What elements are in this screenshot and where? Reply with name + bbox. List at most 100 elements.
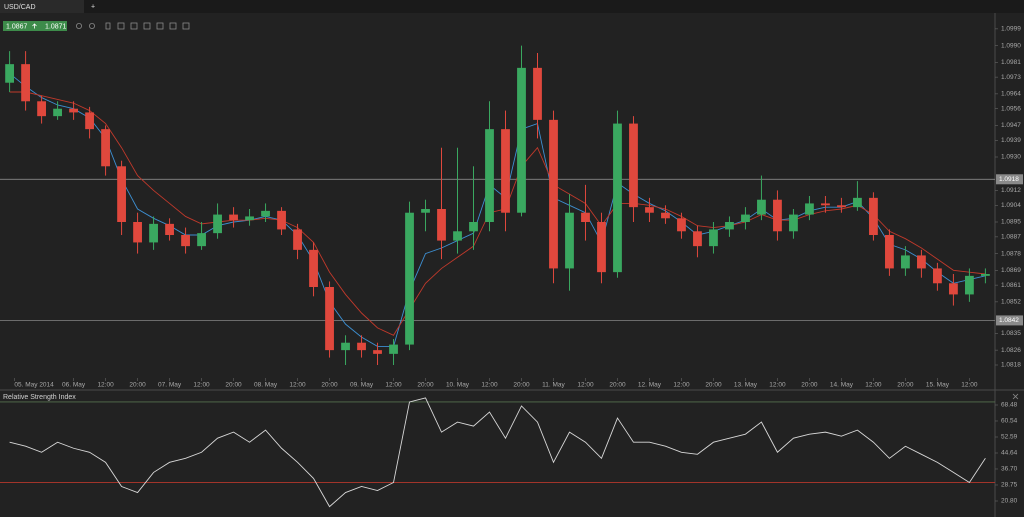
candle-body [421, 209, 430, 213]
close-indicator[interactable] [1012, 393, 1019, 400]
y-tick-label: 1.0930 [1001, 154, 1021, 161]
y-tick-label: 1.0826 [1001, 347, 1021, 354]
y-tick-label: 1.0990 [1001, 42, 1021, 49]
x-tick-label: 20:00 [897, 382, 914, 389]
price-level-tag [996, 174, 1023, 185]
y-tick-label: 1.0973 [1001, 74, 1021, 81]
arrow-icon [32, 23, 37, 29]
candle-body [677, 218, 686, 232]
x-tick-label: 11. May [542, 382, 565, 389]
candle-body [149, 223, 158, 243]
candle-body [597, 222, 606, 273]
ask-price: 1.0871 [45, 23, 67, 30]
zoom-in[interactable] [76, 22, 83, 29]
y-tick-label: 1.0869 [1001, 267, 1021, 274]
candle-body [469, 222, 478, 232]
candle-body [5, 64, 14, 83]
candle-body [629, 123, 638, 208]
draw-tool[interactable] [143, 22, 151, 30]
candle-body [853, 197, 862, 208]
candle-body [197, 233, 206, 247]
x-tick-label: 12:00 [289, 382, 306, 389]
y-tick-label: 1.0964 [1001, 91, 1021, 98]
x-tick-label: 12:00 [769, 382, 786, 389]
candle-body [133, 222, 142, 243]
candle-body [805, 203, 814, 215]
x-tick-label: 06. May [62, 382, 86, 389]
x-tick-label: 20:00 [129, 382, 146, 389]
candle-body [773, 199, 782, 232]
candle-body [37, 101, 46, 117]
y-tick-label: 1.0956 [1001, 105, 1021, 112]
candle-body [373, 350, 382, 354]
candle-body [533, 67, 542, 120]
y-tick-label: 1.0861 [1001, 282, 1021, 289]
y-tick-label: 1.0947 [1001, 122, 1021, 129]
y-tick-label: 1.0878 [1001, 250, 1021, 257]
price-level-tag [996, 315, 1023, 326]
x-tick-label: 12:00 [97, 382, 114, 389]
candle-body [309, 249, 318, 287]
candle-body [437, 209, 446, 241]
toolbar [76, 22, 190, 30]
candle-body [693, 231, 702, 247]
candle-body [709, 229, 718, 247]
y-tick-label: 52.59 [1001, 434, 1018, 441]
y-tick-label: 36.70 [1001, 466, 1018, 473]
candle-body [933, 268, 942, 284]
template[interactable] [156, 22, 164, 30]
y-tick-label: 1.0999 [1001, 26, 1021, 33]
candle-body [581, 212, 590, 222]
x-tick-label: 12. May [638, 382, 662, 389]
indicators[interactable] [130, 22, 138, 30]
candle-body [69, 108, 78, 113]
candle-body [789, 214, 798, 232]
tab-label[interactable]: USD/CAD [4, 4, 36, 11]
x-tick-label: 15. May [926, 382, 950, 389]
candle-body [885, 235, 894, 269]
chart-type[interactable] [117, 22, 125, 30]
y-tick-label: 28.75 [1001, 482, 1018, 489]
indicator-line [9, 91, 986, 336]
x-tick-label: 20:00 [417, 382, 434, 389]
y-tick-label: 1.0818 [1001, 362, 1021, 369]
candle-body [837, 205, 846, 208]
x-tick-label: 08. May [254, 382, 278, 389]
candle-body [645, 207, 654, 213]
x-tick-label: 12:00 [385, 382, 402, 389]
indicator-line [9, 397, 986, 508]
x-tick-label: 14. May [830, 382, 854, 389]
cursor-tool[interactable] [105, 22, 111, 30]
candle-body [389, 344, 398, 354]
y-tick-label: 1.0887 [1001, 234, 1021, 241]
y-tick-label: 68.48 [1001, 402, 1018, 409]
x-tick-label: 20:00 [225, 382, 242, 389]
x-tick-label: 12:00 [961, 382, 978, 389]
candle-body [277, 210, 286, 230]
price-level-label: 1.0918 [999, 176, 1019, 183]
zoom-out[interactable] [89, 22, 96, 29]
candle-body [613, 123, 622, 273]
price-badge [3, 21, 67, 31]
settings[interactable] [182, 22, 190, 30]
x-tick-label: 12:00 [865, 382, 882, 389]
x-tick-label: 20:00 [609, 382, 626, 389]
y-tick-label: 1.0895 [1001, 219, 1021, 226]
tab[interactable] [0, 0, 84, 13]
x-tick-label: 20:00 [513, 382, 530, 389]
y-tick-label: 1.0939 [1001, 137, 1021, 144]
x-tick-label: 12:00 [481, 382, 498, 389]
candle-body [181, 235, 190, 247]
candle-body [725, 222, 734, 230]
candle-body [165, 223, 174, 235]
screenshot[interactable] [169, 22, 177, 30]
candle-body [325, 287, 334, 351]
new-tab-button[interactable]: + [91, 3, 95, 10]
tab-bar [0, 0, 1024, 13]
candle-body [453, 231, 462, 241]
indicator-title: Relative Strength Index [3, 394, 76, 401]
candle-body [981, 274, 990, 276]
